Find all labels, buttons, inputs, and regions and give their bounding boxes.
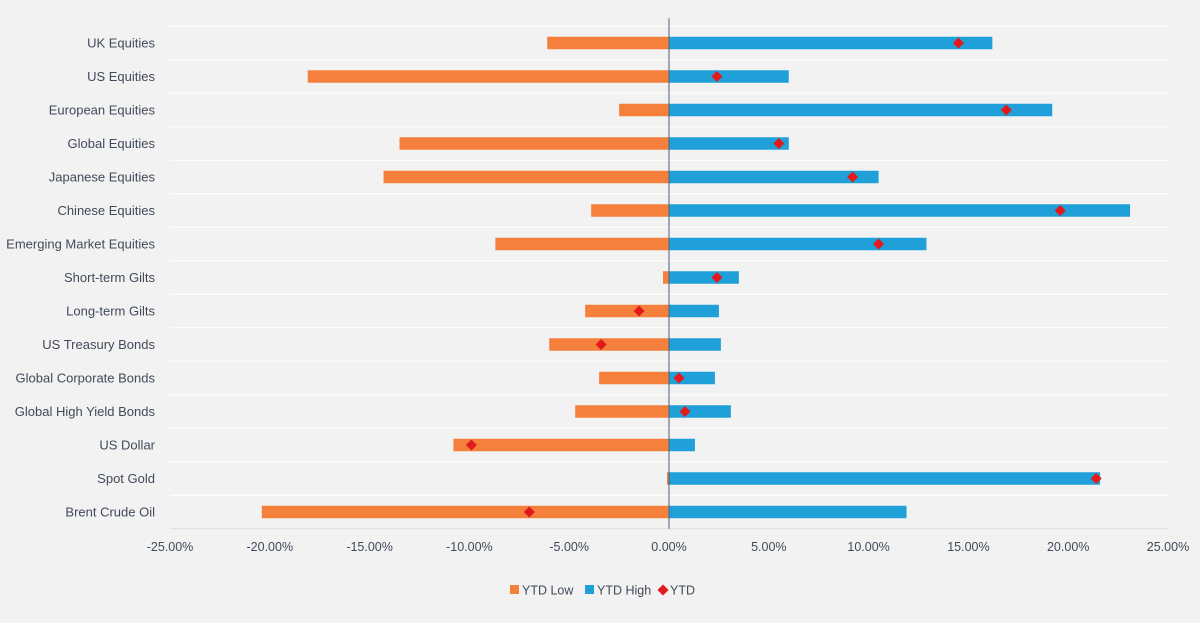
ytd-marker — [465, 439, 477, 451]
ytd-marker — [847, 171, 859, 183]
legend-label: YTD Low — [522, 584, 574, 598]
legend-swatch — [510, 585, 519, 594]
category-label: Brent Crude Oil — [65, 505, 155, 520]
x-tick-label: -15.00% — [346, 540, 393, 554]
legend-swatch — [657, 584, 669, 596]
legend-swatch — [585, 585, 594, 594]
bar-ytd-low — [453, 438, 669, 452]
ytd-marker — [1090, 473, 1102, 484]
ytd-marker — [633, 305, 645, 317]
bar-ytd-low — [619, 103, 669, 117]
category-label: Long-term Gilts — [66, 304, 155, 319]
category-label: US Equities — [87, 69, 155, 84]
bar-ytd-low — [399, 137, 669, 150]
bar-ytd-low — [261, 505, 669, 519]
ytd-marker — [711, 71, 723, 82]
ytd-marker — [679, 406, 691, 417]
markers-layer — [465, 37, 1102, 518]
ytd-marker — [1000, 104, 1012, 116]
ytd-marker — [523, 506, 535, 518]
x-tick-label: 0.00% — [651, 540, 686, 554]
labels-layer: UK Equities US Equities European Equities G… — [6, 36, 1189, 555]
category-label: Global Corporate Bonds — [16, 371, 156, 386]
bar-ytd-low — [599, 371, 669, 385]
category-label: Spot Gold — [97, 471, 155, 486]
bar-ytd-high — [669, 338, 721, 351]
axis-layer — [170, 18, 1168, 530]
x-tick-label: -25.00% — [147, 540, 194, 554]
category-label: UK Equities — [87, 36, 155, 51]
category-label: US Treasury Bonds — [42, 337, 155, 352]
bar-ytd-high — [669, 103, 1053, 117]
bar-ytd-low — [663, 271, 669, 284]
x-tick-label: 25.00% — [1147, 540, 1189, 554]
ytd-marker — [711, 272, 723, 283]
bar-ytd-high — [669, 237, 927, 251]
category-label: Short-term Gilts — [64, 270, 156, 285]
bar-ytd-low — [591, 204, 669, 217]
bar-ytd-high — [669, 505, 907, 519]
x-tick-label: -20.00% — [247, 540, 294, 554]
ytd-marker — [773, 138, 785, 149]
category-label: Chinese Equities — [57, 203, 155, 218]
bar-ytd-low — [549, 338, 669, 351]
bar-ytd-low — [383, 170, 669, 184]
bar-ytd-high — [669, 70, 789, 83]
x-tick-label: -10.00% — [446, 540, 493, 554]
bar-ytd-low — [575, 405, 669, 418]
ytd-marker — [1054, 205, 1066, 216]
ytd-marker — [873, 238, 885, 250]
bars-layer — [261, 36, 1131, 519]
category-label: European Equities — [49, 103, 156, 118]
bar-ytd-low — [495, 237, 669, 251]
bar-ytd-low — [307, 70, 669, 83]
bar-ytd-low — [547, 36, 669, 50]
category-label: Japanese Equities — [49, 170, 156, 185]
x-tick-label: 10.00% — [847, 540, 889, 554]
legend-label: YTD High — [597, 584, 651, 598]
bar-ytd-low — [667, 472, 669, 485]
category-label: Emerging Market Equities — [6, 237, 155, 252]
bar-ytd-high — [669, 204, 1131, 217]
x-tick-label: 20.00% — [1047, 540, 1089, 554]
bar-ytd-high — [669, 36, 993, 50]
chart-legend: YTD Low YTD High YTD — [510, 584, 695, 598]
bar-ytd-high — [669, 137, 789, 150]
ytd-marker — [595, 339, 607, 350]
bar-ytd-low — [585, 304, 669, 318]
bar-ytd-high — [669, 271, 739, 284]
x-tick-label: -5.00% — [549, 540, 589, 554]
category-label: Global Equities — [68, 136, 156, 151]
bar-ytd-high — [669, 170, 879, 184]
x-tick-label: 15.00% — [947, 540, 989, 554]
x-tick-label: 5.00% — [751, 540, 786, 554]
bar-ytd-high — [669, 472, 1101, 485]
category-label: US Dollar — [99, 438, 155, 453]
bar-ytd-high — [669, 405, 731, 418]
bar-ytd-high — [669, 304, 719, 318]
legend-label: YTD — [670, 584, 695, 598]
category-label: Global High Yield Bonds — [15, 404, 156, 419]
ytd-marker — [673, 372, 685, 384]
ytd-marker — [952, 37, 964, 49]
bar-ytd-high — [669, 438, 695, 452]
